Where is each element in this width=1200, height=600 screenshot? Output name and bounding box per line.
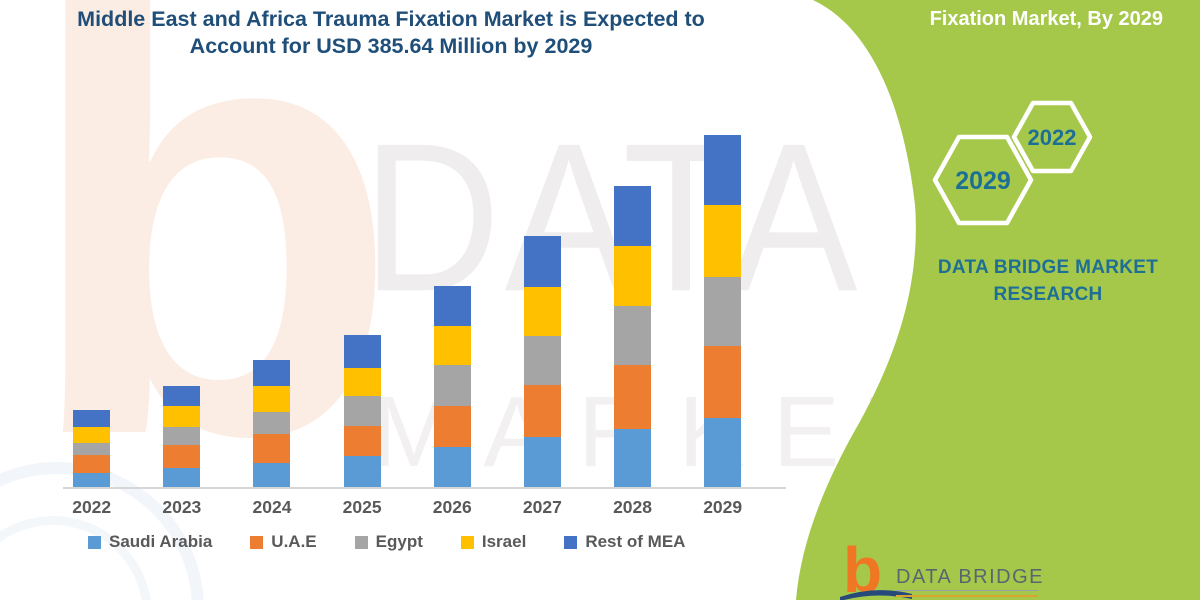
bar-segment-egypt-2023 xyxy=(163,426,201,445)
bar-segment-saudi-arabia-2029 xyxy=(704,417,742,487)
bar-segment-u-a-e-2026 xyxy=(433,405,471,447)
footer-logo-brand: DATA BRIDGE xyxy=(896,566,1045,588)
bar-segment-israel-2024 xyxy=(253,385,291,413)
legend-label: Israel xyxy=(481,532,527,551)
bar-segment-israel-2028 xyxy=(614,246,652,306)
bar-segment-u-a-e-2025 xyxy=(343,426,381,457)
legend-item-u-a-e: U.A.E xyxy=(250,532,317,552)
bar-segment-u-a-e-2029 xyxy=(704,345,742,418)
footer-logo-underline xyxy=(896,590,1038,591)
hexagon-2029-label: 2029 xyxy=(955,167,1011,195)
bar-segment-israel-2026 xyxy=(433,326,471,365)
bar-segment-u-a-e-2023 xyxy=(163,444,201,468)
x-axis-label-2028: 2028 xyxy=(613,497,652,517)
bar-segment-saudi-arabia-2026 xyxy=(433,446,471,487)
legend-label: Saudi Arabia xyxy=(109,532,213,551)
x-axis-label-2026: 2026 xyxy=(432,497,472,517)
bar-segment-egypt-2022 xyxy=(73,442,111,456)
panel-brand-text: DATA BRIDGE MARKET RESEARCH xyxy=(928,254,1168,308)
legend-label: U.A.E xyxy=(271,532,317,551)
bar-segment-egypt-2025 xyxy=(343,396,381,427)
legend-swatch-icon xyxy=(564,535,578,549)
bar-segment-rest-of-mea-2025 xyxy=(343,334,381,368)
x-axis-label-2023: 2023 xyxy=(162,497,202,517)
chart-title-line1: Middle East and Africa Trauma Fixation M… xyxy=(77,7,705,31)
bar-segment-rest-of-mea-2027 xyxy=(523,236,561,288)
bar-segment-rest-of-mea-2028 xyxy=(614,185,652,247)
bar-segment-u-a-e-2027 xyxy=(523,384,561,437)
bar-segment-israel-2025 xyxy=(343,367,381,396)
bar-segment-israel-2029 xyxy=(704,205,742,278)
bar-segment-saudi-arabia-2024 xyxy=(253,462,291,487)
bar-segment-egypt-2029 xyxy=(704,277,742,346)
bar-segment-israel-2023 xyxy=(163,405,201,427)
bar-segment-saudi-arabia-2023 xyxy=(163,467,201,487)
hexagon-2022-label: 2022 xyxy=(1028,125,1077,150)
legend-swatch-icon xyxy=(250,535,264,549)
panel-brand-line2: RESEARCH xyxy=(993,284,1103,305)
footer-logo-gold-line xyxy=(896,595,1038,597)
legend-item-saudi-arabia: Saudi Arabia xyxy=(88,532,212,552)
legend-swatch-icon xyxy=(88,535,101,549)
bar-segment-rest-of-mea-2022 xyxy=(73,410,111,427)
bar-segment-rest-of-mea-2026 xyxy=(433,286,471,327)
x-axis-label-2022: 2022 xyxy=(72,497,112,517)
bar-segment-u-a-e-2024 xyxy=(253,434,291,463)
chart-legend: Saudi Arabia U.A.E Egypt Israel Rest of MEA xyxy=(88,532,685,552)
x-axis-label-2027: 2027 xyxy=(522,497,562,517)
chart-title-line2: Account for USD 385.64 Million by 2029 xyxy=(189,34,593,58)
bar-segment-egypt-2028 xyxy=(614,305,652,366)
legend-label: Egypt xyxy=(375,532,423,551)
bar-segment-u-a-e-2022 xyxy=(73,455,111,473)
bar-segment-egypt-2026 xyxy=(433,364,471,406)
bar-segment-saudi-arabia-2022 xyxy=(73,472,111,487)
bar-segment-rest-of-mea-2023 xyxy=(163,386,201,406)
bar-segment-saudi-arabia-2025 xyxy=(343,456,381,487)
bar-segment-rest-of-mea-2029 xyxy=(704,135,742,206)
bar-segment-saudi-arabia-2027 xyxy=(523,436,561,487)
bar-segment-rest-of-mea-2024 xyxy=(253,359,291,386)
legend-item-egypt: Egypt xyxy=(354,532,423,552)
bar-segment-egypt-2027 xyxy=(523,336,561,385)
legend-label: Rest of MEA xyxy=(585,532,686,551)
legend-item-israel: Israel xyxy=(460,532,527,552)
chart-title: Middle East and Africa Trauma Fixation M… xyxy=(68,6,714,60)
bar-segment-u-a-e-2028 xyxy=(614,365,652,429)
legend-item-rest-of-mea: Rest of MEA xyxy=(564,532,685,552)
bar-segment-israel-2027 xyxy=(523,287,561,337)
legend-swatch-icon xyxy=(354,535,368,549)
bar-segment-egypt-2024 xyxy=(253,412,291,435)
x-axis-label-2024: 2024 xyxy=(252,497,292,517)
bar-segment-israel-2022 xyxy=(73,426,111,443)
panel-brand-line1: DATA BRIDGE MARKET xyxy=(937,257,1159,278)
x-axis-label-2025: 2025 xyxy=(342,497,382,517)
x-axis-line xyxy=(63,487,786,489)
x-axis-label-2029: 2029 xyxy=(703,497,743,517)
bar-segment-saudi-arabia-2028 xyxy=(614,428,652,487)
legend-swatch-icon xyxy=(460,535,474,549)
